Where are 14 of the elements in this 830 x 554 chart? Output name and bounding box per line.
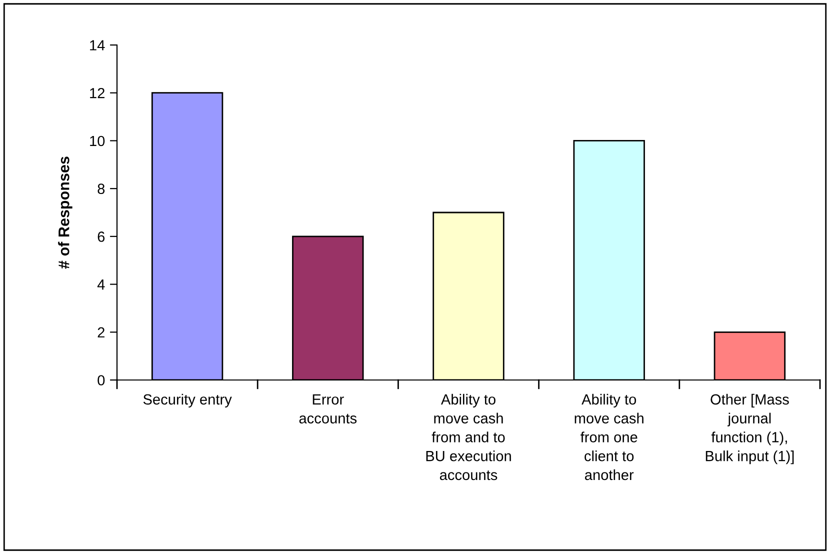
y-tick-label: 10 bbox=[90, 136, 105, 146]
y-tick-label: 12 bbox=[90, 88, 104, 98]
y-tick-label: 8 bbox=[98, 184, 105, 194]
x-tick-label: Ability to move cash from one client to another bbox=[574, 394, 644, 480]
x-tick-label: Other [Mass journal function (1), Bulk input (1)] bbox=[706, 394, 794, 464]
y-tick-label: 2 bbox=[98, 327, 104, 338]
y-tick-label: 6 bbox=[98, 232, 105, 242]
x-tick-label: Security entry bbox=[143, 394, 232, 408]
y-axis-title: # of Responses bbox=[58, 156, 72, 269]
y-tick-label: 0 bbox=[98, 375, 105, 386]
y-tick-label: 14 bbox=[90, 40, 105, 50]
x-tick-label: Ability to move cash from and to BU execution accounts bbox=[426, 394, 511, 480]
y-tick-label: 4 bbox=[97, 280, 105, 290]
x-tick-label: Error accounts bbox=[299, 394, 357, 424]
